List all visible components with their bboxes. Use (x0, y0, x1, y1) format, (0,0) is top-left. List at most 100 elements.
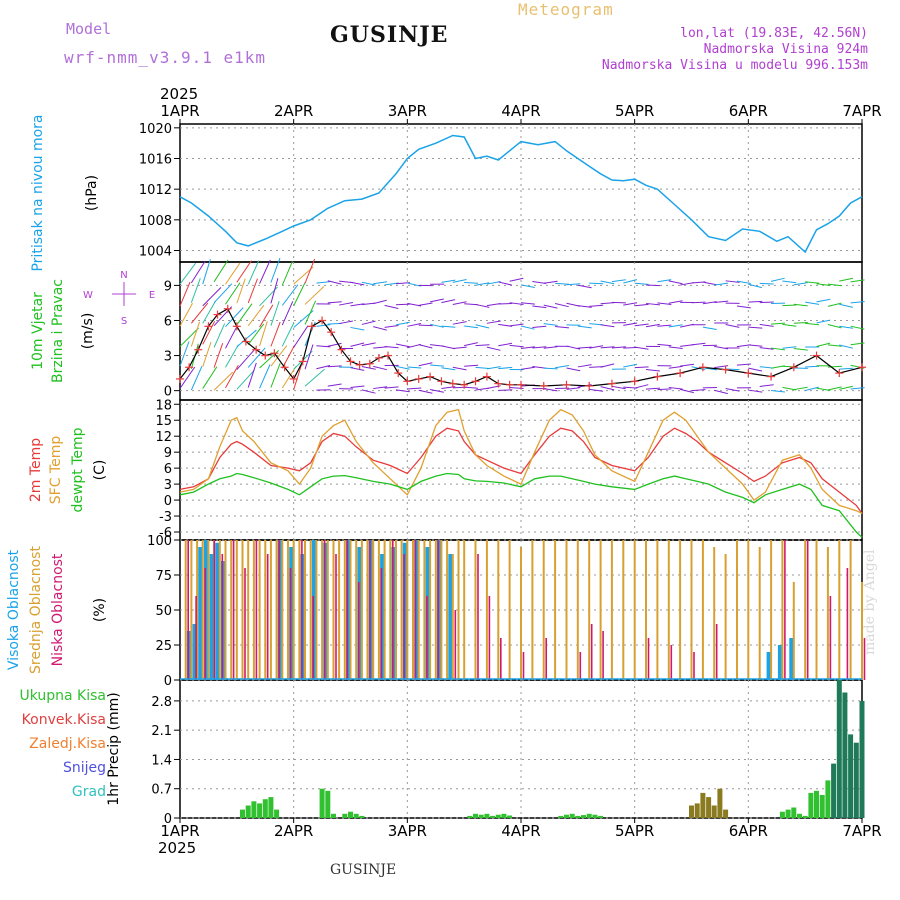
wind-arrow (816, 298, 831, 303)
precip-bar (785, 809, 791, 818)
mid-cloud-label: Srednja Oblacnost (28, 546, 44, 674)
temp2m-label: 2m Temp (28, 438, 44, 502)
wind-arrow (225, 307, 244, 328)
precip-bar (490, 815, 496, 818)
cloud-bar (343, 540, 346, 680)
cloud-bar (446, 540, 449, 680)
wind-arrow (827, 324, 842, 329)
wind-arrow (236, 260, 252, 283)
wind-arrow (850, 387, 865, 390)
precip-bar (694, 803, 700, 818)
wind-arrow (668, 386, 683, 390)
cloud-bar (477, 554, 479, 680)
y-tick-label: 50 (155, 604, 172, 619)
cloud-bar (287, 540, 289, 680)
cloud-bar (304, 540, 306, 680)
wind-arrow (179, 341, 190, 367)
wind-arrow (373, 365, 388, 371)
cloud-bar (437, 540, 439, 680)
wind-arrow (304, 300, 317, 325)
y-tick-label: 1012 (139, 183, 172, 198)
cloud-bar (357, 582, 360, 680)
wind-arrow (247, 347, 266, 368)
wind-arrow (555, 365, 569, 369)
precip-bar (342, 813, 348, 818)
cloud-bar (218, 540, 221, 680)
wind-arrow (270, 345, 288, 367)
wind-arrow (623, 363, 638, 368)
cloud-bar (457, 540, 460, 680)
wind-arrow (657, 388, 672, 391)
cloud-bar (633, 540, 636, 680)
precip-bar (501, 813, 507, 818)
wind-arrow (247, 260, 260, 285)
wind-arrow (361, 389, 376, 394)
wind-arrow (327, 365, 342, 368)
y-tick-label: 100 (147, 534, 172, 549)
wind-arrow (645, 368, 660, 372)
wind-arrow (339, 302, 353, 306)
model-name: wrf-nmm_v3.9.1 e1km (64, 48, 267, 67)
y-tick-label: 1008 (139, 214, 172, 229)
wind-arrow (566, 283, 581, 286)
wind-arrow (816, 319, 831, 324)
wind-arrow (339, 320, 353, 325)
cloud-bar (383, 540, 386, 680)
wind-arrow (839, 344, 854, 349)
cloud-bar (309, 540, 312, 680)
cloud-bar (201, 540, 204, 680)
y-tick-label: 2.8 (151, 695, 172, 710)
cloud-bar (554, 540, 557, 680)
cloud-bar (247, 540, 250, 680)
wind-arrow (543, 304, 558, 309)
wind-arrow (350, 367, 365, 371)
precip-bar (711, 805, 717, 818)
cloud-bar (315, 540, 318, 680)
wind-arrow (384, 386, 399, 389)
cloud-bar (269, 540, 272, 680)
precip-bar (586, 813, 592, 818)
temp-line-0 (179, 427, 863, 514)
cloud-bar (417, 540, 420, 680)
wind-arrow (657, 324, 672, 327)
wind-arrow (520, 346, 535, 349)
cloud-bar (715, 624, 718, 680)
precip-bar (484, 813, 490, 818)
cloud-bar (292, 540, 295, 680)
precip-bar (797, 813, 802, 818)
wind-arrow (645, 302, 661, 306)
wind-arrow (657, 343, 672, 347)
y-tick-label: 0 (164, 385, 172, 400)
precip-bar (353, 813, 359, 818)
cloud-bar (846, 568, 849, 680)
compass-e: E (149, 290, 155, 301)
wind-arrow (281, 322, 295, 347)
wind-arrow (770, 277, 785, 282)
pressure-line (179, 134, 863, 254)
cloud-bar (380, 568, 383, 680)
wind-arrow (736, 363, 751, 366)
wind-arrow (668, 280, 683, 285)
wind-arrow (202, 259, 211, 285)
precip-bar (359, 815, 365, 818)
cloud-bar (451, 554, 454, 680)
cloud-bar (488, 596, 491, 680)
wind-arrow (748, 326, 763, 329)
wind-arrow (759, 301, 774, 304)
temp-unit: (C) (92, 460, 108, 481)
precip-bar (819, 795, 825, 818)
cloud-bar (463, 540, 466, 680)
cloud-bar (508, 540, 511, 680)
x-tick-label-top: 1APR (160, 102, 199, 120)
precip-bar (251, 801, 257, 818)
wind-arrow (498, 366, 513, 370)
year-bottom: 2025 (158, 839, 196, 857)
wind-arrow (327, 280, 342, 285)
wind-arrow (281, 284, 299, 306)
precip-bar (569, 813, 575, 818)
y-tick-label: 12 (155, 430, 172, 445)
y-tick-label: -6 (159, 526, 172, 541)
cloud-bar (224, 540, 227, 680)
wind-arrow (190, 278, 201, 303)
cloud-bar (323, 540, 326, 680)
